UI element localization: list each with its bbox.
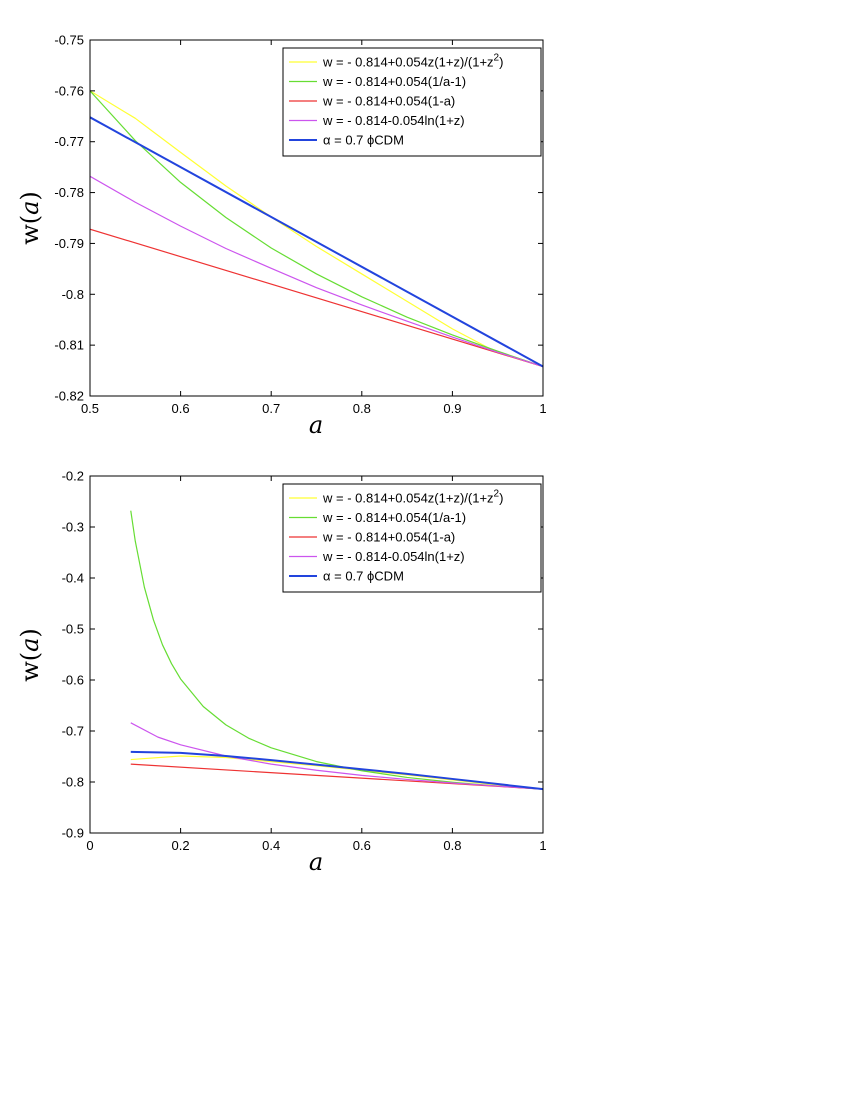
chart-2: 0 0.2 0.4 0.6 0.8 1 -0.9 -0.8 -0.7 -0.6 -0.5 -0.4 -0… (16, 469, 547, 877)
y-tick-label: -0.7 (62, 724, 84, 739)
y-tick-label: -0.3 (62, 520, 84, 535)
legend-box (282, 47, 542, 157)
legend-parametrization-3: w = - 0.814+0.054(1-a) (322, 530, 455, 545)
y-tick-label: -0.6 (62, 673, 84, 688)
legend-parametrization-4: w = - 0.814-0.054ln(1+z) (322, 549, 465, 564)
y-tick-label: -0.79 (54, 236, 84, 251)
y-axis-label: w(a) (16, 191, 44, 245)
x-tick-label: 1 (539, 838, 546, 853)
x-tick-label: 0.8 (443, 838, 461, 853)
y-tick-label: -0.82 (54, 389, 84, 404)
series-line-yellow (90, 90, 543, 368)
legend-parametrization-2: w = - 0.814+0.054(1/a-1) (322, 74, 466, 89)
y-tick-label: -0.5 (62, 622, 84, 637)
y-tick-label: -0.76 (54, 83, 84, 98)
x-tick-label: 0.2 (172, 838, 190, 853)
y-tick-label: -0.78 (54, 185, 84, 200)
series-line-green (90, 90, 543, 368)
plot-frame (89, 39, 544, 397)
x-tick-label: 0.6 (353, 838, 371, 853)
series-line-blue (130, 750, 543, 791)
series-line-blue (90, 116, 543, 368)
series-group (130, 510, 543, 791)
series-line-yellow (130, 755, 543, 790)
y-tick-label: -0.2 (62, 469, 84, 484)
plot-frame (89, 475, 544, 834)
x-axis-label: a (309, 848, 323, 876)
legend: w = - 0.814+0.054z(1+z)/(1+z2) w = - 0.81… (282, 483, 542, 593)
legend-parametrization-1: w = - 0.814+0.054z(1+z)/(1+z2) (322, 53, 503, 70)
legend-parametrization-2: w = - 0.814+0.054(1/a-1) (322, 510, 466, 525)
chart-1: 0.5 0.6 0.7 0.8 0.9 1 -0.82 -0.81 -0.8 -0.79 -0.78… (16, 33, 547, 440)
legend-phicdm: α = 0.7 ϕCDM (323, 569, 404, 584)
x-tick-label: 0.6 (172, 401, 190, 416)
y-tick-label: -0.9 (62, 826, 84, 841)
series-line-green (130, 510, 543, 790)
y-tick-label: -0.8 (62, 775, 84, 790)
series-line-magenta (90, 175, 543, 368)
x-tick-label: 1 (539, 401, 546, 416)
y-tick-label: -0.77 (54, 134, 84, 149)
legend-phicdm: α = 0.7 ϕCDM (323, 133, 404, 148)
legend: w = - 0.814+0.054z(1+z)/(1+z2) w = - 0.81… (282, 47, 542, 157)
y-tick-label: -0.75 (54, 33, 84, 48)
y-tick-label: -0.4 (62, 571, 84, 586)
series-line-magenta (130, 722, 543, 790)
series-group (90, 90, 543, 368)
legend-parametrization-3: w = - 0.814+0.054(1-a) (322, 94, 455, 109)
x-axis-label: a (309, 411, 323, 439)
x-tick-label: 0.9 (443, 401, 461, 416)
legend-parametrization-1: w = - 0.814+0.054z(1+z)/(1+z2) (322, 489, 503, 506)
x-tick-label: 0.8 (353, 401, 371, 416)
legend-box (282, 483, 542, 593)
series-line-red (90, 228, 543, 368)
x-tick-label: 0 (86, 838, 93, 853)
x-tick-label: 0.7 (262, 401, 280, 416)
x-tick-label: 0.4 (262, 838, 280, 853)
x-tick-label: 0.5 (81, 401, 99, 416)
y-tick-label: -0.8 (62, 287, 84, 302)
legend-parametrization-4: w = - 0.814-0.054ln(1+z) (322, 113, 465, 128)
y-tick-label: -0.81 (54, 338, 84, 353)
y-axis-label: w(a) (16, 628, 44, 682)
